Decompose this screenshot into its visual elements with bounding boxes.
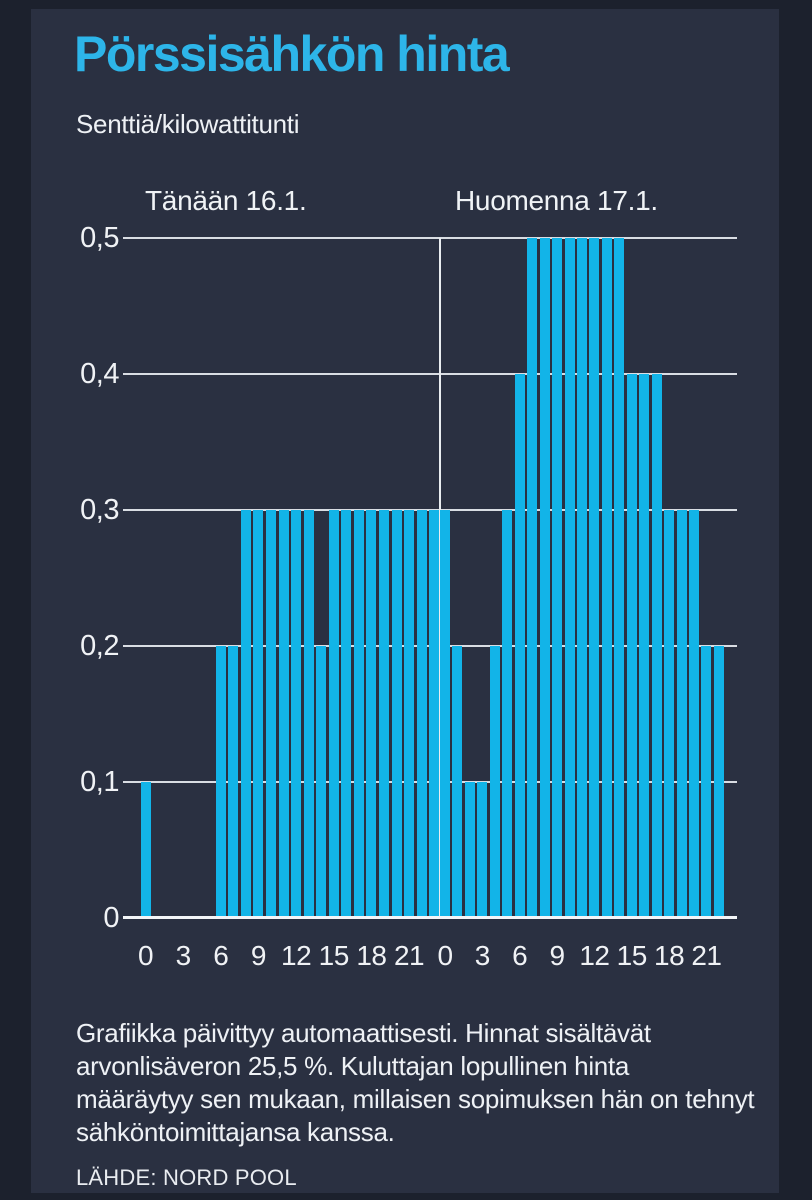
bar-day1-hour10: [564, 238, 575, 918]
bar-day0-hour21: [404, 510, 415, 918]
x-axis-label-day0-12: 12: [281, 940, 312, 971]
bar-day1-hour5: [502, 510, 513, 918]
bar-day0-hour14: [316, 646, 327, 918]
bar-day0-hour10: [266, 510, 276, 918]
bar-day0-hour13: [303, 510, 314, 918]
x-axis-label-day0-6: 6: [213, 940, 229, 971]
page-title: Pörssisähkön hinta: [74, 26, 510, 82]
footer-note: Grafiikka päivittyy automaattisesti. Hin…: [76, 1018, 755, 1147]
y-axis-label-0,2: 0,2: [80, 630, 119, 662]
bar-day1-hour9: [552, 238, 563, 918]
x-axis-label-day1-0: 0: [437, 940, 453, 971]
x-axis-label-day1-18: 18: [654, 940, 685, 971]
bar-day1-hour3: [477, 782, 488, 918]
y-axis-label-0,1: 0,1: [80, 766, 119, 798]
bar-day1-hour13: [601, 238, 612, 918]
bar-day0-hour11: [278, 510, 289, 918]
y-axis-label-0,5: 0,5: [80, 222, 119, 254]
bar-day0-hour7: [228, 646, 239, 918]
bar-day0-hour17: [353, 510, 364, 918]
bar-day0-hour18: [366, 510, 377, 918]
bar-day0-hour16: [341, 510, 352, 918]
bar-day1-hour2: [464, 782, 475, 918]
bar-day1-hour19: [676, 510, 687, 918]
bar-day0-hour22: [416, 510, 427, 918]
bar-day0-hour0: [140, 782, 151, 918]
y-axis-label-0,4: 0,4: [80, 358, 119, 390]
bar-day1-hour6: [514, 374, 525, 918]
source-credit: LÄHDE: NORD POOL: [76, 1165, 297, 1190]
gridline-0,5: [123, 237, 737, 239]
x-axis-label-day1-9: 9: [549, 940, 566, 971]
bar-day1-hour16: [639, 374, 650, 918]
bar-day1-hour1: [452, 646, 463, 918]
price-bar-chart: 0 0,1 0,2 0,3 0,4 0,5 0 3 6 9 12 15 18 21 0 3 6 9 12 15 18 21: [31, 9, 779, 1193]
bar-day0-hour15: [328, 510, 339, 918]
x-axis-label-day1-21: 21: [691, 940, 722, 971]
y-axis-label-0,3: 0,3: [80, 494, 119, 526]
bar-day0-hour9: [253, 510, 264, 918]
bar-day0-hour23: [429, 510, 440, 918]
bar-day0-hour12: [291, 510, 302, 918]
bar-day1-hour0: [440, 510, 450, 918]
unit-label: Senttiä/kilowattitunti: [76, 109, 300, 139]
x-axis-label-day0-9: 9: [250, 940, 267, 971]
x-axis-label-day0-15: 15: [318, 940, 350, 971]
x-axis-label-day0-21: 21: [393, 940, 425, 971]
x-axis-label-day0-18: 18: [356, 940, 387, 971]
bar-day0-hour19: [378, 510, 389, 918]
bar-day1-hour20: [689, 510, 699, 918]
x-axis-label-day1-15: 15: [616, 940, 648, 971]
bar-day1-hour12: [589, 238, 600, 918]
bar-day1-hour8: [539, 238, 550, 918]
x-axis-label-day0-3: 3: [175, 940, 192, 971]
section-label-today: Tänään 16.1.: [145, 185, 307, 216]
x-axis-label-day1-6: 6: [512, 940, 528, 971]
bar-day0-hour8: [240, 510, 251, 918]
x-axis-label-day1-3: 3: [474, 940, 491, 971]
gridline-0,4: [123, 373, 737, 375]
x-axis-label-day1-12: 12: [579, 940, 610, 971]
bar-day1-hour17: [651, 374, 662, 918]
bar-day0-hour6: [215, 646, 226, 918]
bar-day1-hour22: [713, 646, 724, 918]
chart-card: Pörssisähkön hinta Senttiä/kilowattitunt…: [31, 9, 779, 1193]
bar-day0-hour20: [391, 510, 402, 918]
section-label-tomorrow: Huomenna 17.1.: [455, 185, 658, 216]
bar-day1-hour4: [489, 646, 500, 918]
y-axis-label-0: 0: [103, 902, 119, 934]
bar-day1-hour7: [527, 238, 538, 918]
bar-day1-hour21: [701, 646, 712, 918]
bar-day1-hour18: [664, 510, 675, 918]
x-axis-label-day0-0: 0: [137, 940, 154, 971]
x-axis-baseline: [123, 916, 737, 919]
bar-day1-hour11: [576, 238, 587, 918]
bar-day1-hour14: [614, 238, 625, 918]
bar-day1-hour15: [626, 374, 637, 918]
